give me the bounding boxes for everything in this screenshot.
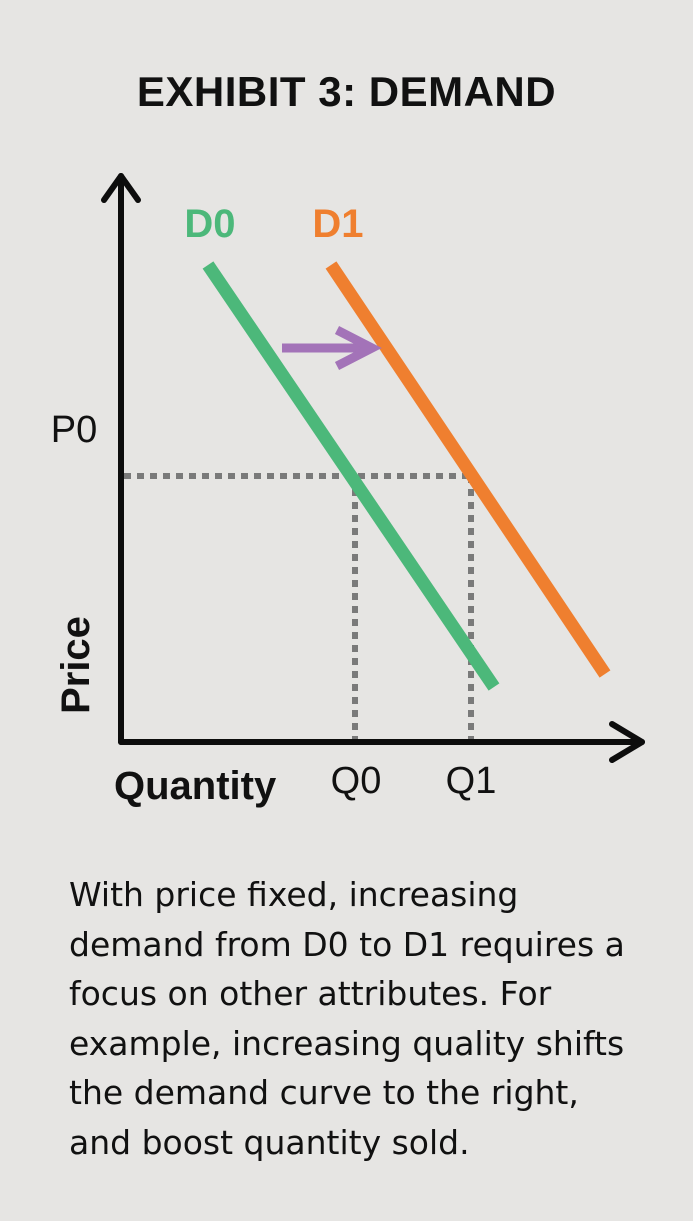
shift-arrow — [282, 325, 382, 371]
q1-label: Q1 — [446, 760, 497, 802]
p0-label: P0 — [51, 409, 97, 451]
demand-curve-d1 — [325, 261, 611, 678]
y-axis-arrowhead — [101, 173, 141, 203]
caption-text: With price fixed, increasing demand from… — [69, 875, 625, 1162]
demand-diagram: D0 D1 P0 Q0 Q1 Quantity Price — [51, 173, 645, 808]
d0-label: D0 — [184, 202, 235, 246]
page-title: EXHIBIT 3: DEMAND — [136, 68, 557, 115]
x-axis-label: Quantity — [114, 764, 277, 808]
demand-curve-d0 — [202, 261, 500, 691]
q0-label: Q0 — [331, 760, 382, 802]
d1-label: D1 — [312, 202, 363, 246]
y-axis-label: Price — [54, 616, 98, 714]
x-axis-arrowhead — [609, 721, 645, 763]
